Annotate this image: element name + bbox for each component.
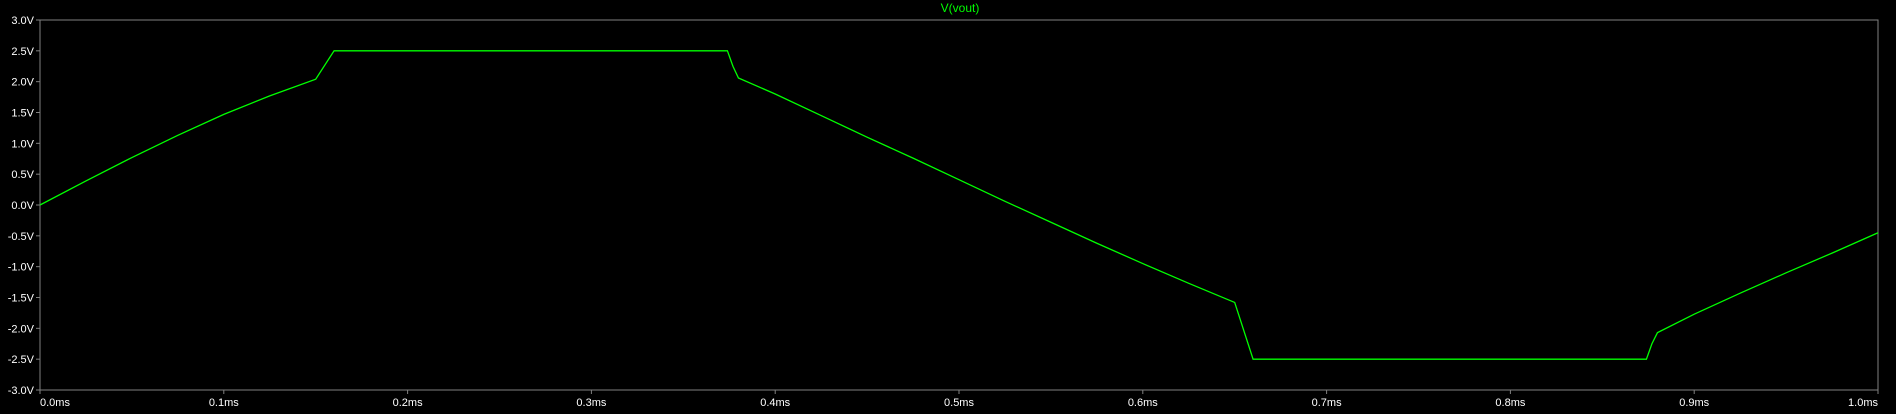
y-tick-label: -2.5V — [8, 354, 35, 366]
y-tick-label: -2.0V — [8, 323, 35, 335]
chart-title: V(vout) — [941, 1, 980, 15]
x-tick-label: 0.1ms — [209, 397, 239, 409]
x-tick-label: 0.8ms — [1495, 397, 1525, 409]
vout-trace — [39, 50, 1879, 360]
y-tick-label: 3.0V — [11, 15, 34, 27]
y-tick-label: -0.5V — [8, 231, 35, 243]
y-tick-label: 0.5V — [11, 169, 34, 181]
x-tick-label: 0.6ms — [1128, 397, 1158, 409]
y-tick-label: -1.5V — [8, 293, 35, 305]
y-tick-label: 1.5V — [11, 108, 34, 120]
x-tick-label: 0.7ms — [1312, 397, 1342, 409]
x-tick-label: 0.2ms — [393, 397, 423, 409]
y-axis: 3.0V 2.5V 2.0V 1.5V 1.0V 0.5V 0.0V -0.5V -1.0V -1… — [8, 15, 40, 397]
x-axis: 0.0ms 0.1ms 0.2ms 0.3ms 0.4ms 0.5ms 0.6ms 0.7ms… — [39, 390, 1879, 409]
y-tick-label: 1.0V — [11, 138, 34, 150]
y-tick-label: -1.0V — [8, 262, 35, 274]
x-tick-label: 0.5ms — [944, 397, 974, 409]
x-tick-label: 0.3ms — [576, 397, 606, 409]
x-tick-label: 0.9ms — [1679, 397, 1709, 409]
x-tick-label: 1.0ms — [1848, 397, 1878, 409]
y-tick-label: -3.0V — [8, 385, 35, 397]
x-tick-label: 0.4ms — [760, 397, 790, 409]
y-tick-label: 2.0V — [11, 77, 34, 89]
y-tick-label: 2.5V — [11, 46, 34, 58]
x-tick-label: 0.0ms — [40, 397, 70, 409]
y-tick-label: 0.0V — [11, 200, 34, 212]
